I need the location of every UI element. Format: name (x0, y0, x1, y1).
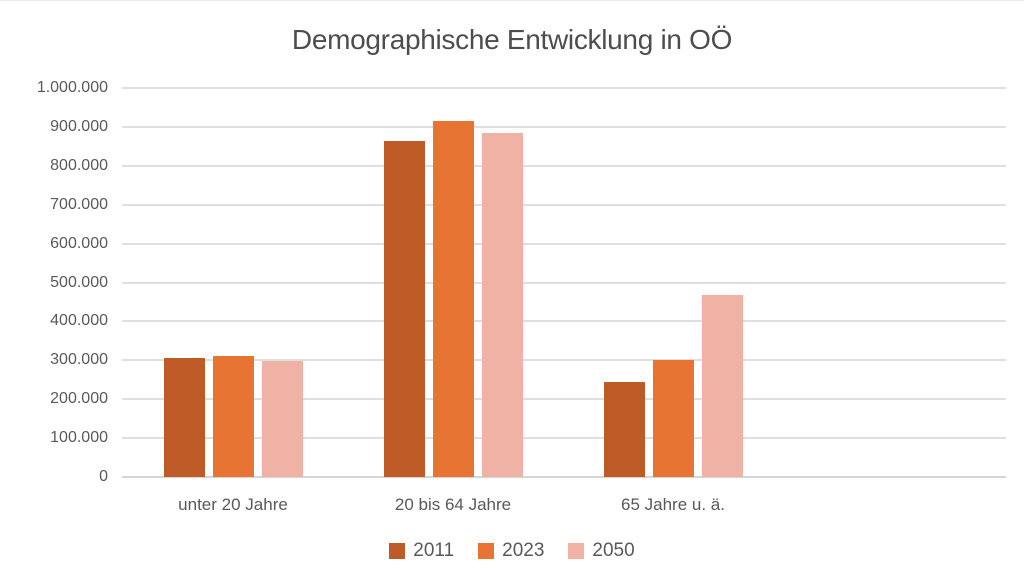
gridline (122, 437, 1006, 440)
y-axis-tick-label: 600.000 (50, 234, 108, 252)
gridline (122, 164, 1006, 167)
gridline (122, 242, 1006, 245)
legend-label: 2011 (413, 540, 455, 561)
bar-2050-2 (481, 132, 523, 477)
y-axis-tick-label: 300.000 (50, 351, 108, 369)
y-axis-tick-label: 1.000.000 (36, 79, 108, 96)
bar-2011-3 (603, 381, 645, 477)
legend-item-2023: 2023 (478, 540, 544, 562)
legend-label: 2050 (592, 540, 635, 561)
x-axis-category-label: unter 20 Jahre (178, 495, 288, 514)
legend-item-2050: 2050 (568, 540, 635, 562)
y-axis-tick-label: 100.000 (50, 429, 108, 447)
legend-swatch-icon (389, 543, 406, 559)
bar-2023-3 (652, 359, 694, 477)
legend-item-2011: 2011 (389, 540, 454, 562)
y-axis-tick-label: 800.000 (50, 156, 108, 174)
y-axis-tick-label: 700.000 (50, 195, 108, 213)
y-axis-tick-label: 0 (99, 468, 108, 485)
y-axis-tick-label: 400.000 (50, 312, 108, 330)
gridline (122, 320, 1006, 323)
y-axis-tick-label: 900.000 (50, 117, 108, 135)
gridline (122, 87, 1006, 89)
legend-swatch-icon (568, 543, 585, 559)
gridline (122, 125, 1006, 128)
legend-label: 2023 (502, 540, 545, 561)
y-axis-tick-label: 500.000 (50, 273, 108, 291)
gridline (122, 398, 1006, 401)
gridline (122, 281, 1006, 284)
gridline (122, 359, 1006, 362)
x-axis-category-label: 20 bis 64 Jahre (394, 495, 512, 514)
x-axis-baseline (122, 476, 1006, 478)
y-axis-tick-label: 200.000 (50, 390, 108, 408)
legend: 2011 2023 2050 (0, 540, 1024, 562)
bar-2050-1 (261, 361, 303, 477)
bar-2023-2 (432, 120, 474, 477)
x-axis-category-label: 65 Jahre u. ä. (621, 495, 725, 514)
legend-swatch-icon (478, 543, 495, 559)
bar-2023-1 (212, 355, 254, 477)
bar-2050-3 (701, 294, 743, 477)
gridline (122, 203, 1006, 206)
bar-2011-2 (383, 140, 425, 477)
bar-2011-1 (163, 358, 205, 477)
chart-title: Demographische Entwicklung in OÖ (291, 24, 733, 55)
